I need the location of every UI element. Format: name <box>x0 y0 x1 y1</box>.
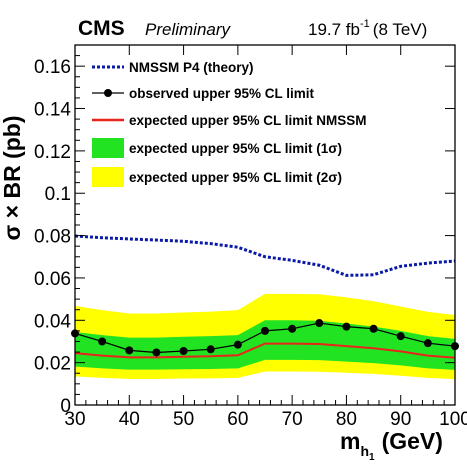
y-tick-label: 0.16 <box>34 57 71 78</box>
y-tick-label: 0.04 <box>34 311 71 332</box>
observed-point <box>423 339 432 348</box>
x-axis-unit: (GeV) <box>382 428 443 454</box>
legend-label-band2: expected upper 95% CL limit (2σ) <box>129 170 342 185</box>
y-tick-label: 0 <box>60 396 71 417</box>
lines-layer <box>71 234 459 359</box>
legend-label-theory: NMSSM P4 (theory) <box>129 60 254 75</box>
luminosity-label: 19.7 fb-1 (8 TeV) <box>308 18 427 39</box>
observed-point <box>261 326 269 335</box>
observed-point <box>125 346 134 355</box>
x-tick-label: 60 <box>227 409 248 430</box>
legend-label-expected: expected upper 95% CL limit NMSSM <box>129 113 367 128</box>
axis-ticks: 30 40 50 60 70 80 90 100 0 0.02 0.04 0.06 0.08 0.1 0.1… <box>34 45 467 430</box>
observed-point <box>98 337 107 346</box>
lumi-exponent: -1 <box>360 18 370 30</box>
energy-label: (8 TeV) <box>373 20 428 39</box>
x-tick-label: 80 <box>336 409 357 430</box>
observed-point <box>396 332 405 341</box>
y-tick-label: 0.12 <box>34 142 71 163</box>
legend: NMSSM P4 (theory) observed upper 95% CL l… <box>92 60 367 187</box>
y-tick-label: 0.08 <box>34 227 71 248</box>
x-axis-title: mh1 (GeV) <box>340 428 443 463</box>
x-tick-label: 50 <box>173 409 194 430</box>
observed-point <box>206 345 215 354</box>
experiment-label: CMS <box>78 17 125 40</box>
x-tick-label: 90 <box>390 409 411 430</box>
observed-point <box>179 347 188 355</box>
observed-point <box>288 324 297 333</box>
x-tick-label: 30 <box>64 409 85 430</box>
lumi-value: 19.7 fb <box>308 20 360 39</box>
x-tick-label: 40 <box>119 409 140 430</box>
observed-point <box>342 322 351 331</box>
legend-label-observed: observed upper 95% CL limit <box>129 86 315 101</box>
x-tick-label: 100 <box>439 409 467 430</box>
x-axis-subsubscript: 1 <box>369 452 375 463</box>
legend-observed-marker <box>104 89 112 97</box>
y-tick-label: 0.06 <box>34 269 71 290</box>
status-label: Preliminary <box>145 20 232 39</box>
y-tick-label: 0.1 <box>45 184 71 205</box>
x-axis-symbol: m <box>340 428 360 454</box>
legend-band2-swatch <box>92 167 124 187</box>
observed-point <box>233 340 242 349</box>
y-axis-title: σ × BR (pb) <box>0 116 25 241</box>
y-tick-label: 0.02 <box>34 354 71 375</box>
legend-label-band1: expected upper 95% CL limit (1σ) <box>129 141 342 156</box>
observed-point <box>369 324 378 333</box>
y-tick-label: 0.14 <box>34 100 71 121</box>
legend-band1-swatch <box>92 138 124 158</box>
observed-point <box>152 348 161 357</box>
x-tick-label: 70 <box>282 409 303 430</box>
observed-point <box>315 319 324 328</box>
theory-line <box>74 234 456 277</box>
expected-line <box>74 342 456 359</box>
x-axis-subscript: h <box>360 443 369 459</box>
